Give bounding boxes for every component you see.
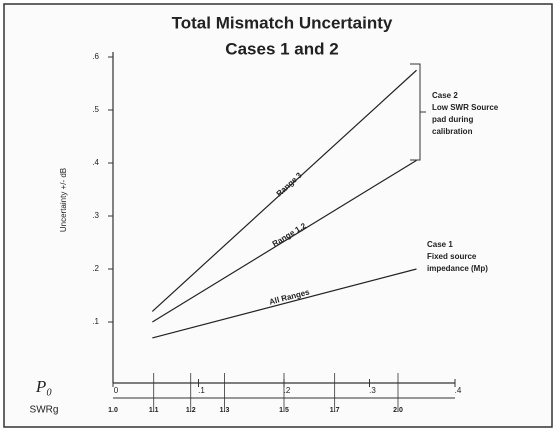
swr-tick-label: 1.3 [220,407,230,414]
swr-axis-label: SWRg [30,405,59,416]
y-tick-label: .4 [92,158,99,167]
x-tick-label: .3 [369,386,376,395]
chart-subtitle: Cases 1 and 2 [225,39,338,58]
y-tick-label: .3 [92,211,99,220]
annotation: Case 1 [427,240,453,249]
swr-tick-label: 1.5 [279,407,289,414]
x-tick-label: .1 [198,386,205,395]
line [151,69,417,312]
x-tick-label: .4 [455,386,462,395]
y-tick-label: .5 [92,105,99,114]
annotation: Low SWR Source [432,103,499,112]
x-tick-label: .2 [284,386,291,395]
swr-tick-label: 1.0 [108,407,118,414]
line [152,159,417,323]
swr-tick-label: 1.1 [149,407,159,414]
chart-title: Total Mismatch Uncertainty [172,13,393,32]
line [152,268,417,339]
annotation: calibration [432,127,473,136]
y-tick-label: .1 [92,317,99,326]
y-tick-label: .6 [92,52,99,61]
annotation: Case 2 [432,91,458,100]
annotation: pad during [432,115,473,124]
y-axis-label: Uncertainty +/- dB [59,168,68,232]
swr-tick-label: 2.0 [393,407,403,414]
y-tick-label: .2 [92,264,99,273]
annotation: Fixed source [427,252,477,261]
bracket [410,63,426,161]
annotation: impedance (Mp) [427,264,488,273]
x-axis-label: P₀ [35,377,52,396]
swr-tick-label: 1.7 [330,407,340,414]
frame [3,3,553,428]
x-tick-label: 0 [114,386,119,395]
swr-tick-label: 1.2 [186,407,196,414]
